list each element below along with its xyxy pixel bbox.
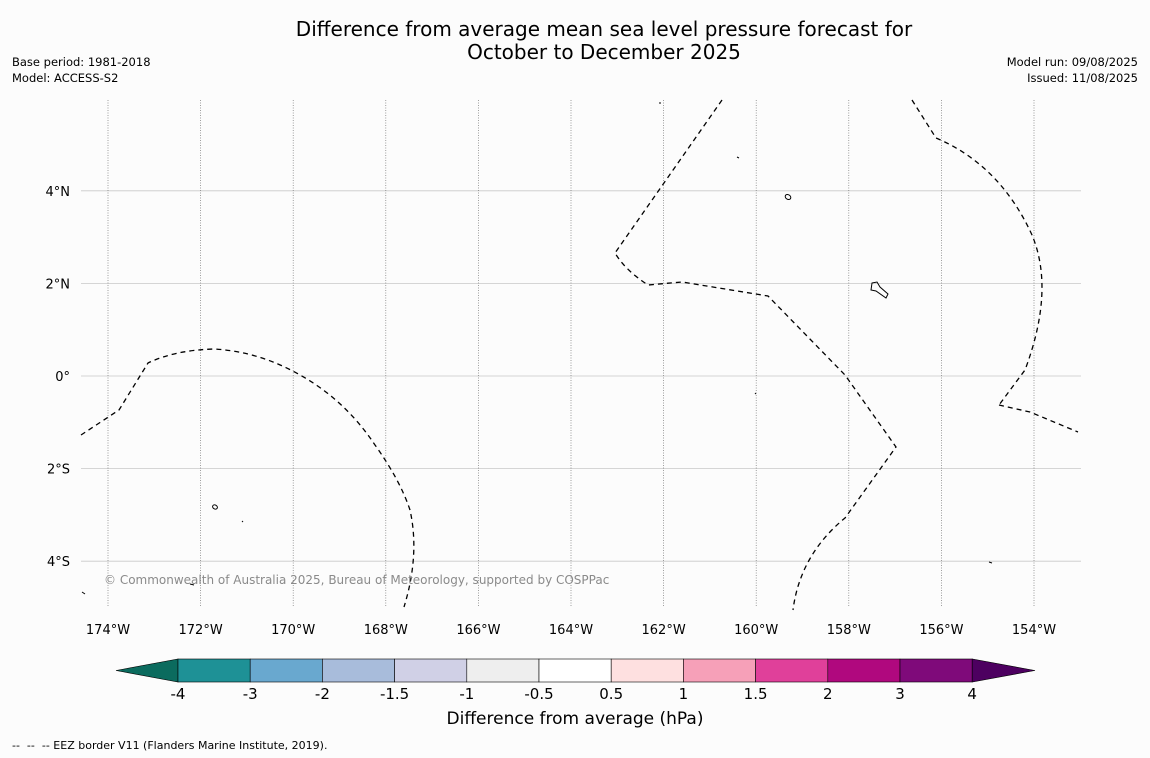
colorbar-tick-label: 0.5 xyxy=(599,685,623,703)
island-shape xyxy=(212,504,218,510)
colorbar-segment xyxy=(466,658,540,683)
longitude-tick-label: 164°W xyxy=(549,623,593,638)
colorbar-tick-label: 3 xyxy=(895,685,905,703)
colorbar-tick-label: -0.5 xyxy=(524,685,553,703)
longitude-tick-label: 162°W xyxy=(642,623,686,638)
colorbar-labels: -4 -3 -2 -1.5 -1 -0.5 0.5 1 1.5 2 3 4 xyxy=(171,685,977,703)
issued-text: Issued: 11/08/2025 xyxy=(1027,71,1138,85)
colorbar-tick-label: -1 xyxy=(459,685,474,703)
colorbar-segment xyxy=(538,658,612,683)
eez-border-east-upper xyxy=(911,99,1043,406)
colorbar-segment xyxy=(899,658,973,683)
eez-borders xyxy=(80,99,1079,611)
colorbar-tick-label: 4 xyxy=(967,685,977,703)
latitude-tick-label: 4°S xyxy=(47,555,70,570)
colorbar xyxy=(115,658,1036,683)
island-shape xyxy=(754,392,757,395)
model-text: Model: ACCESS-S2 xyxy=(12,71,119,85)
colorbar-tick-label: -1.5 xyxy=(380,685,409,703)
meta-left: Base period: 1981-2018 Model: ACCESS-S2 xyxy=(12,54,151,86)
longitude-tick-label: 154°W xyxy=(1012,623,1056,638)
longitude-tick-label: 174°W xyxy=(86,623,130,638)
islands xyxy=(81,102,993,595)
map-title: Difference from average mean sea level p… xyxy=(0,18,1150,64)
island-shape xyxy=(988,561,993,564)
graticule xyxy=(81,100,1081,607)
latitude-tick-label: 0° xyxy=(55,370,70,385)
colorbar-tick-label: -2 xyxy=(315,685,330,703)
longitude-tick-label: 156°W xyxy=(919,623,963,638)
colorbar-title: Difference from average (hPa) xyxy=(446,709,704,729)
colorbar-segment xyxy=(610,658,684,683)
longitude-tick-label: 160°W xyxy=(734,623,778,638)
colorbar-segment xyxy=(177,658,251,683)
title-line-1: Difference from average mean sea level p… xyxy=(295,17,913,41)
colorbar-segment xyxy=(827,658,901,683)
title-line-2: October to December 2025 xyxy=(467,40,741,64)
colorbar-segment xyxy=(322,658,395,683)
colorbar-extend-low xyxy=(115,658,179,683)
colorbar-segment xyxy=(755,658,829,683)
latitude-tick-label: 2°N xyxy=(46,277,71,292)
colorbar-segment xyxy=(683,658,756,683)
colorbar-segment xyxy=(394,658,468,683)
latitude-labels: 4°N 2°N 0° 2°S 4°S xyxy=(46,185,71,570)
colorbar-tick-label: -4 xyxy=(171,685,186,703)
colorbar-tick-label: 1.5 xyxy=(744,685,768,703)
longitude-tick-label: 158°W xyxy=(827,623,871,638)
meta-right: Model run: 09/08/2025 Issued: 11/08/2025 xyxy=(1007,54,1138,86)
colorbar-tick-label: 2 xyxy=(823,685,833,703)
island-shape xyxy=(870,281,889,299)
eez-border-east-lower xyxy=(998,404,1079,433)
longitude-tick-label: 172°W xyxy=(179,623,223,638)
eez-border-west xyxy=(80,348,415,608)
longitude-labels: 174°W 172°W 170°W 168°W 166°W 164°W 162°W 160°W… xyxy=(86,623,1056,638)
colorbar-segment xyxy=(249,658,323,683)
longitude-tick-label: 166°W xyxy=(456,623,500,638)
island-shape xyxy=(736,156,740,159)
longitude-tick-label: 168°W xyxy=(364,623,408,638)
island-shape xyxy=(81,591,86,595)
footer-eez-legend: -- -- -- EEZ border V11 (Flanders Marine… xyxy=(12,739,328,752)
longitude-tick-label: 170°W xyxy=(271,623,315,638)
island-shape xyxy=(241,520,244,523)
colorbar-extend-high xyxy=(971,658,1036,683)
copyright-text: © Commonwealth of Australia 2025, Bureau… xyxy=(104,573,609,587)
latitude-tick-label: 4°N xyxy=(46,185,71,200)
island-shape xyxy=(189,583,195,586)
latitude-tick-label: 2°S xyxy=(47,463,70,478)
eez-border-central xyxy=(614,99,897,611)
model-run-text: Model run: 09/08/2025 xyxy=(1006,55,1138,69)
island-shape xyxy=(784,193,792,201)
base-period-text: Base period: 1981-2018 xyxy=(12,55,151,69)
colorbar-tick-label: 1 xyxy=(679,685,689,703)
colorbar-tick-label: -3 xyxy=(243,685,258,703)
